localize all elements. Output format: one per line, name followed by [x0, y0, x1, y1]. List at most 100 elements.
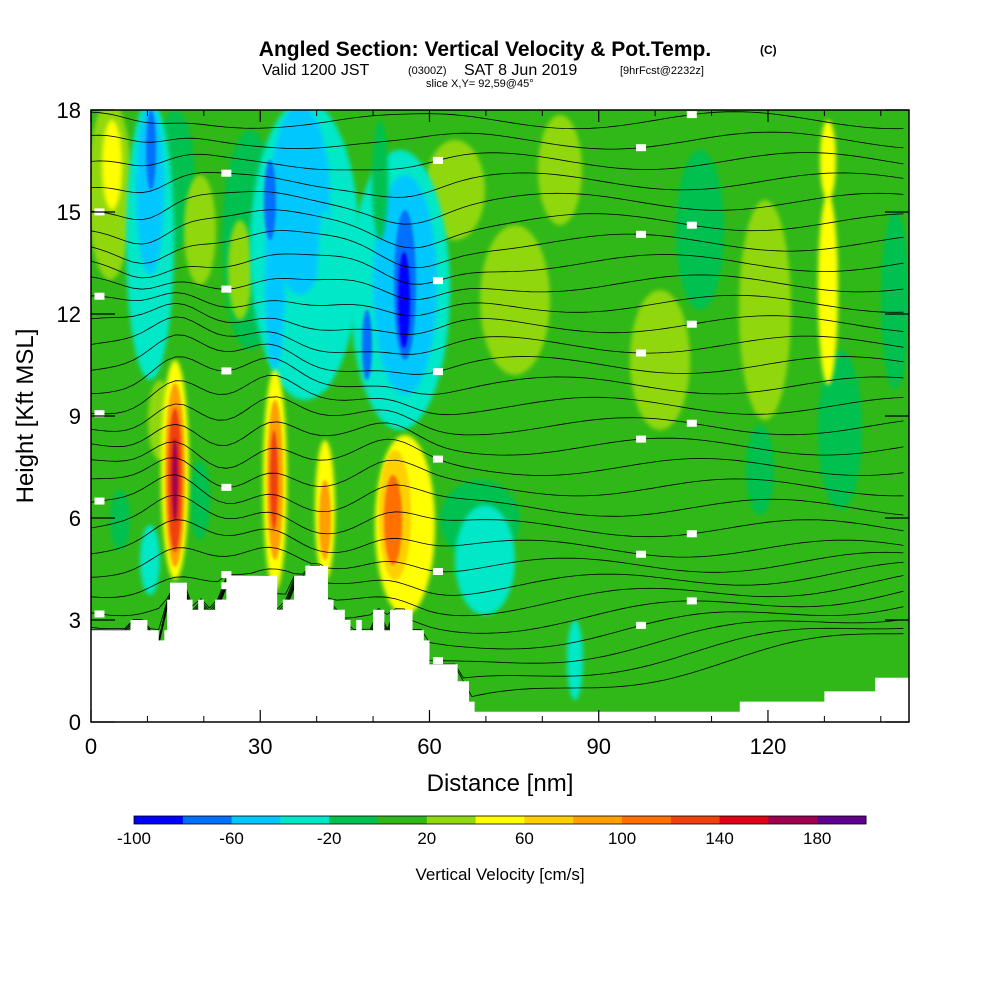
colorbar-frame	[133, 815, 867, 825]
colorbar-tick-label: 140	[705, 829, 733, 848]
contour-label-box	[636, 621, 647, 629]
contour-label-box	[432, 156, 443, 164]
valid-date: SAT 8 Jun 2019	[464, 62, 577, 79]
isentrope-line	[91, 292, 904, 317]
x-tick-label: 120	[750, 734, 787, 759]
velocity-field-blobs	[91, 110, 909, 700]
w-region	[190, 460, 210, 540]
isentrope-line	[91, 230, 904, 269]
contour-label-box	[94, 410, 105, 418]
slice-info: slice X,Y= 92,59@45°	[426, 78, 534, 90]
colorbar-tick-label: 180	[803, 829, 831, 848]
valid-prefix: Valid 1200 JST	[262, 62, 370, 79]
contour-label-box	[221, 169, 232, 177]
y-axis-title: Height [Kft MSL]	[12, 329, 39, 504]
x-tick-label: 60	[417, 734, 441, 759]
x-tick-label: 0	[85, 734, 97, 759]
isentrope-line	[91, 546, 904, 578]
w-region	[110, 490, 130, 550]
colorbar-tick-label: 20	[417, 829, 436, 848]
isentrope-line	[91, 191, 904, 225]
w-region	[172, 438, 178, 522]
contour-label-box	[686, 530, 697, 538]
colorbar-swatch	[670, 816, 721, 824]
w-region	[480, 225, 550, 375]
colorbar-swatch	[719, 816, 769, 824]
w-region	[746, 425, 774, 515]
valid-utc: (0300Z)	[408, 65, 447, 77]
contour-label-box	[432, 277, 443, 285]
chart-title-unit: (C)	[760, 43, 777, 57]
contour-label-box	[221, 483, 232, 491]
isentrope-line	[91, 421, 904, 456]
colorbar-tick-label: -100	[117, 829, 151, 848]
w-region	[372, 120, 388, 240]
y-tick-label: 18	[57, 98, 81, 123]
w-region	[567, 620, 583, 700]
w-region	[319, 480, 331, 560]
contour-label-box	[221, 367, 232, 375]
isentrope-line	[91, 131, 904, 150]
colorbar-tick-label: -60	[219, 829, 244, 848]
contour-label-box	[686, 597, 697, 605]
x-tick-label: 90	[586, 734, 610, 759]
colorbar-swatch	[329, 816, 379, 824]
contour-label-box	[686, 320, 697, 328]
contour-label-box	[94, 610, 105, 618]
isentrope-line	[91, 253, 904, 285]
w-region	[820, 120, 836, 200]
isentrope-line	[91, 316, 904, 355]
contour-label-box	[686, 419, 697, 427]
x-axis-ticks: 0 30 60 90 120	[85, 110, 882, 759]
colorbar-swatch	[182, 816, 233, 824]
colorbar-swatch	[768, 816, 818, 824]
w-region	[398, 252, 410, 348]
x-axis-title: Distance [nm]	[427, 770, 574, 797]
y-tick-label: 9	[69, 404, 81, 429]
w-region	[384, 475, 402, 565]
contour-label-box	[636, 435, 647, 443]
w-region	[676, 150, 724, 310]
w-region	[739, 200, 791, 420]
colorbar-swatch	[475, 816, 525, 824]
colorbar-swatch	[280, 816, 330, 824]
contour-label-box	[432, 455, 443, 463]
w-region	[818, 350, 862, 510]
contour-labels	[94, 111, 697, 665]
colorbar-swatch	[378, 816, 428, 824]
colorbar-swatch	[573, 816, 623, 824]
y-tick-label: 3	[69, 608, 81, 633]
valid-line: Valid 1200 JST (0300Z) SAT 8 Jun 2019 [9…	[262, 62, 704, 79]
isentrope-line	[91, 209, 904, 249]
isentrope-line	[91, 374, 904, 416]
y-tick-label: 15	[57, 200, 81, 225]
isentrope-line	[91, 494, 904, 538]
w-region	[455, 505, 515, 615]
contour-label-box	[94, 497, 105, 505]
isentrope-line	[91, 396, 904, 436]
colorbar-tick-label: 60	[515, 829, 534, 848]
y-tick-label: 6	[69, 506, 81, 531]
contour-label-box	[221, 571, 232, 579]
w-region	[136, 110, 164, 275]
w-region	[881, 210, 909, 390]
colorbar-title: Vertical Velocity [cm/s]	[415, 865, 584, 884]
y-axis-ticks: 0 3 6 9 12 15 18	[57, 98, 909, 735]
w-region	[630, 290, 690, 430]
w-region	[264, 160, 276, 240]
contour-label-box	[636, 550, 647, 558]
terrain-mask	[91, 565, 909, 722]
contour-label-box	[432, 657, 443, 665]
w-region	[538, 115, 582, 225]
w-region	[270, 110, 330, 295]
isentrope-line	[91, 334, 904, 375]
w-region	[184, 175, 216, 285]
colorbar-swatch	[817, 816, 867, 824]
contour-label-box	[686, 111, 697, 119]
w-region	[102, 120, 122, 210]
contour-label-box	[636, 349, 647, 357]
isentrope-line	[91, 519, 904, 558]
colorbar-swatch	[134, 816, 184, 824]
isentrope-line	[91, 302, 904, 335]
colorbar-swatch	[622, 816, 672, 824]
